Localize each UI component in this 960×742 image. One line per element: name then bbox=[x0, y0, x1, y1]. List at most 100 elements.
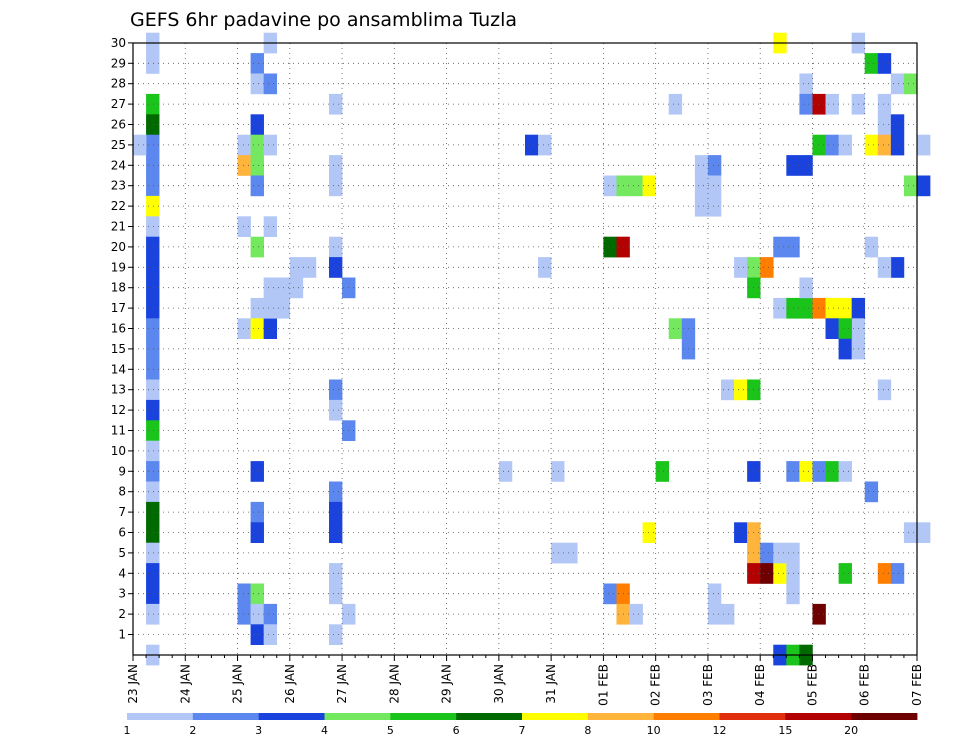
cell bbox=[146, 563, 160, 584]
y-tick-label: 18 bbox=[111, 281, 126, 295]
colorbar-label: 2 bbox=[189, 724, 196, 737]
x-tick-label: 04 FEB bbox=[753, 664, 767, 706]
x-tick-label: 24 JAN bbox=[178, 664, 192, 704]
y-tick-label: 1 bbox=[118, 628, 126, 642]
colorbar-label: 5 bbox=[387, 724, 394, 737]
x-tick-label: 02 FEB bbox=[649, 664, 663, 706]
colorbar-swatch bbox=[851, 713, 918, 720]
cell bbox=[629, 603, 643, 625]
cell bbox=[146, 542, 160, 564]
cell bbox=[329, 624, 343, 645]
cell bbox=[551, 461, 565, 482]
cell bbox=[877, 53, 892, 74]
cell bbox=[694, 195, 709, 217]
x-tick-label: 01 FEB bbox=[596, 664, 610, 706]
cell bbox=[707, 155, 722, 176]
cell bbox=[263, 134, 278, 156]
colorbar-swatch bbox=[587, 713, 655, 720]
cell bbox=[864, 481, 879, 503]
cell bbox=[877, 93, 892, 115]
cell bbox=[146, 236, 160, 258]
y-tick-label: 10 bbox=[111, 444, 126, 458]
cell bbox=[721, 379, 735, 401]
colorbar-swatch bbox=[258, 713, 325, 720]
colorbar-label: 15 bbox=[778, 724, 792, 737]
cell bbox=[825, 318, 839, 339]
cell bbox=[838, 338, 852, 360]
colorbar-label: 20 bbox=[844, 724, 858, 737]
cell bbox=[773, 236, 787, 258]
cell bbox=[237, 134, 251, 156]
cell bbox=[329, 155, 343, 176]
colorbar-swatch bbox=[785, 713, 852, 720]
cell bbox=[146, 134, 160, 156]
cell bbox=[877, 257, 892, 278]
cell bbox=[877, 563, 892, 584]
cell bbox=[799, 277, 813, 299]
cell bbox=[890, 257, 905, 278]
cell bbox=[707, 195, 722, 217]
cell bbox=[250, 522, 264, 543]
x-tick-label: 06 FEB bbox=[858, 664, 872, 706]
x-tick-label: 28 JAN bbox=[387, 664, 401, 704]
cell bbox=[917, 175, 931, 197]
y-tick-label: 7 bbox=[118, 505, 126, 519]
cell bbox=[250, 603, 264, 625]
cell bbox=[329, 93, 343, 115]
cell bbox=[707, 583, 722, 605]
y-tick-label: 11 bbox=[111, 424, 126, 438]
y-tick-label: 19 bbox=[111, 260, 126, 274]
y-tick-label: 15 bbox=[111, 342, 126, 356]
y-tick-label: 12 bbox=[111, 403, 126, 417]
cell bbox=[263, 318, 278, 339]
colorbar-label: 8 bbox=[584, 724, 591, 737]
cell bbox=[838, 563, 852, 584]
y-tick-label: 22 bbox=[111, 199, 126, 213]
cell bbox=[250, 461, 264, 482]
y-tick-label: 5 bbox=[118, 546, 126, 560]
y-tick-label: 16 bbox=[111, 322, 126, 336]
cell bbox=[146, 277, 160, 299]
x-tick-label: 30 JAN bbox=[492, 664, 506, 704]
cell bbox=[329, 175, 343, 197]
cells-layer bbox=[133, 32, 931, 666]
y-axis: 1234567891011121314151617181920212223242… bbox=[111, 36, 133, 642]
y-tick-label: 9 bbox=[118, 464, 126, 478]
cell bbox=[250, 53, 264, 74]
cell bbox=[903, 175, 918, 197]
y-tick-label: 20 bbox=[111, 240, 126, 254]
colorbar-label: 6 bbox=[453, 724, 460, 737]
y-tick-label: 23 bbox=[111, 179, 126, 193]
cell bbox=[707, 175, 722, 197]
cell bbox=[146, 93, 160, 115]
cell bbox=[812, 134, 826, 156]
cell bbox=[734, 257, 748, 278]
y-tick-label: 13 bbox=[111, 383, 126, 397]
cell bbox=[250, 134, 264, 156]
colorbar-swatch bbox=[456, 713, 523, 720]
cell bbox=[329, 236, 343, 258]
cell bbox=[838, 318, 852, 339]
cell bbox=[250, 318, 264, 339]
cell bbox=[812, 93, 826, 115]
cell bbox=[551, 542, 565, 564]
cell bbox=[329, 522, 343, 543]
cell bbox=[329, 501, 343, 523]
cell bbox=[237, 155, 251, 176]
cell bbox=[237, 603, 251, 625]
cell bbox=[655, 461, 670, 482]
cell bbox=[903, 73, 918, 95]
cell bbox=[538, 134, 552, 156]
cell bbox=[694, 155, 709, 176]
cell bbox=[917, 522, 931, 543]
cell bbox=[773, 563, 787, 584]
cell bbox=[263, 277, 278, 299]
cell bbox=[250, 583, 264, 605]
cell bbox=[146, 155, 160, 176]
cell bbox=[302, 257, 317, 278]
cell bbox=[250, 175, 264, 197]
x-tick-label: 07 FEB bbox=[910, 664, 924, 706]
cell bbox=[146, 420, 160, 441]
cell bbox=[642, 175, 656, 197]
